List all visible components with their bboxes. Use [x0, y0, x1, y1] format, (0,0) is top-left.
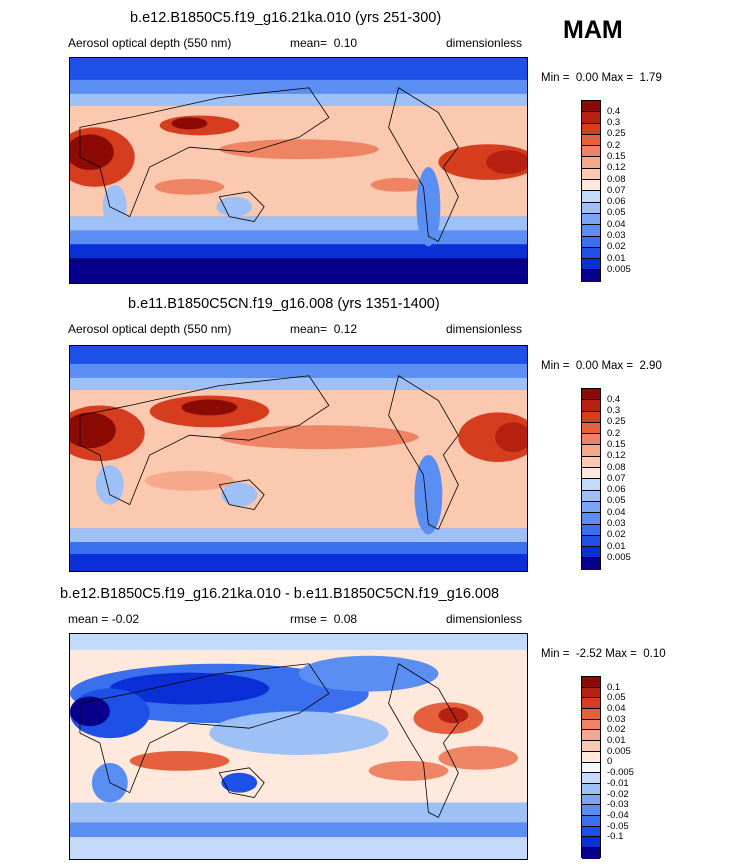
panel-3-tick: -0.02: [607, 788, 629, 800]
panel-2-tick: 0.06: [607, 484, 626, 496]
panel-1-tick: 0.02: [607, 241, 626, 253]
panel-2-tick: 0.02: [607, 529, 626, 541]
panel-2-tick: 0.25: [607, 416, 626, 428]
panel-1-mean-label: mean=: [290, 36, 328, 50]
panel-1-tick: 0.08: [607, 173, 626, 185]
panel-1-colorbar: [581, 100, 601, 282]
panel-3-tick: -0.005: [607, 767, 634, 779]
panel-1-tick: 0.3: [607, 117, 621, 128]
panel-1-max-label: Max =: [601, 72, 634, 84]
panel-2-minmax: Min = 0.00 Max = 2.90: [541, 360, 662, 372]
panel-3-title: b.e12.B1850C5.f19_g16.21ka.010 - b.e11.B…: [60, 586, 500, 602]
panel-1-map: [69, 57, 528, 284]
panel-3-tick: 0.03: [607, 713, 626, 725]
panel-3-mean: mean = -0.02: [68, 612, 140, 626]
panel-3-colorbar: [581, 676, 601, 859]
season-label: MAM: [563, 16, 623, 44]
panel-2-tick: 0.12: [607, 450, 626, 462]
panel-1-tick: 0.03: [607, 230, 626, 241]
panel-3-tick: 0.01: [607, 735, 626, 746]
panel-1-max-value: 1.79: [639, 72, 662, 84]
panel-1-tick: 0.05: [607, 207, 626, 219]
panel-1-mean: mean= 0.10: [290, 36, 357, 50]
panel-1-tick: 0.12: [607, 162, 626, 174]
panel-3-tick: -0.05: [607, 820, 629, 832]
panel-2-mean: mean= 0.12: [290, 322, 357, 336]
panel-3-rmse-label: rmse =: [290, 612, 328, 626]
panel-2-min-value: 0.00: [575, 360, 599, 372]
panel-3-max-value: 0.10: [643, 648, 666, 660]
panel-3-units: dimensionless: [446, 612, 523, 626]
panel-1-min-label: Min =: [541, 72, 570, 84]
panel-1-tick: 0.4: [607, 105, 621, 117]
panel-2-colorbar: [581, 388, 601, 570]
panel-2-max-label: Max =: [601, 360, 634, 372]
panel-1-tick: 0.06: [607, 196, 626, 208]
panel-3-min-value: -2.52: [575, 648, 603, 660]
panel-1-tick: 0.25: [607, 128, 626, 140]
panel-3-rmse: rmse = 0.08: [290, 612, 357, 626]
panel-3-map: [69, 633, 528, 860]
panel-2-tick: 0.2: [607, 427, 621, 439]
panel-2-tick: 0.05: [607, 495, 626, 507]
panel-1-tick: 0.07: [607, 184, 626, 196]
panel-1-tick: 0.2: [607, 139, 621, 151]
panel-3-tick: 0.005: [607, 745, 631, 757]
panel-2-tick: 0.4: [607, 393, 621, 405]
panel-2-tick: 0.08: [607, 461, 626, 473]
panel-2-title: b.e11.B1850C5CN.f19_g16.008 (yrs 1351-14…: [128, 296, 440, 312]
panel-2-tick: 0.005: [607, 551, 631, 563]
panel-3-max-label: Max =: [605, 648, 637, 660]
panel-3-tick: 0.02: [607, 724, 626, 736]
panel-1-title: b.e12.B1850C5.f19_g16.21ka.010 (yrs 251-…: [130, 10, 442, 26]
panel-1-units: dimensionless: [446, 36, 523, 50]
panel-3-tick: -0.01: [607, 777, 629, 789]
panel-2-max-value: 2.90: [639, 360, 662, 372]
panel-3-tick: 0.05: [607, 692, 626, 704]
panel-1-tick: 0.01: [607, 252, 626, 264]
panel-1-min-value: 0.00: [575, 72, 599, 84]
panel-3-tick: -0.03: [607, 799, 629, 811]
panel-2-min-label: Min =: [541, 360, 570, 372]
panel-3-min-label: Min =: [541, 648, 570, 660]
panel-2-tick: 0.07: [607, 472, 626, 484]
panel-3-tick: 0.1: [607, 681, 621, 693]
panel-1-tick: 0.15: [607, 150, 626, 162]
panel-2-map: [69, 345, 528, 572]
panel-2-variable-label: Aerosol optical depth (550 nm): [68, 322, 232, 336]
panel-2-tick: 0.15: [607, 438, 626, 450]
panel-3-minmax: Min = -2.52 Max = 0.10: [541, 648, 666, 660]
panel-3-tick: 0: [607, 756, 613, 768]
panel-2-mean-value: 0.12: [333, 322, 358, 336]
panel-3-tick: -0.04: [607, 809, 629, 821]
panel-3-tick: -0.1: [607, 831, 624, 843]
panel-2-tick: 0.01: [607, 540, 626, 552]
panel-2-tick: 0.04: [607, 506, 626, 518]
panel-3-tick: 0.04: [607, 702, 626, 714]
panel-1-tick: 0.005: [607, 263, 631, 275]
panel-1-variable-label: Aerosol optical depth (550 nm): [68, 36, 232, 50]
panel-2-tick: 0.03: [607, 518, 626, 529]
panel-2-units: dimensionless: [446, 322, 523, 336]
panel-1-tick: 0.04: [607, 218, 626, 230]
panel-3-rmse-value: 0.08: [333, 612, 358, 626]
panel-1-mean-value: 0.10: [333, 36, 358, 50]
panel-2-mean-label: mean=: [290, 322, 328, 336]
panel-2-tick: 0.3: [607, 405, 621, 416]
panel-1-minmax: Min = 0.00 Max = 1.79: [541, 72, 662, 84]
